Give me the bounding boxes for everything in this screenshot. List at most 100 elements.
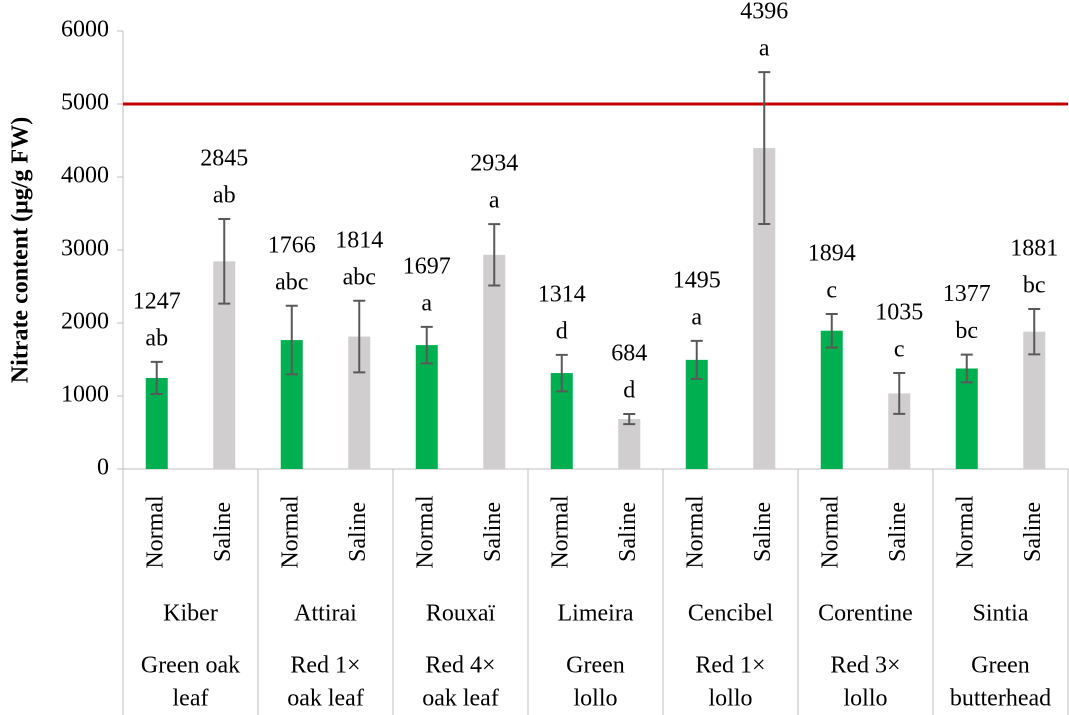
error-bar	[555, 353, 568, 393]
value-label: 1247	[133, 288, 181, 314]
series-label: Saline	[1020, 502, 1046, 562]
bar	[550, 373, 573, 469]
series-label: Saline	[750, 502, 776, 562]
letter-label: d	[623, 377, 635, 403]
y-tick-label: 5000	[61, 90, 109, 116]
bar	[753, 148, 776, 470]
value-label: 1697	[403, 253, 451, 279]
group-label: Green oak	[141, 653, 240, 679]
value-label: 1314	[538, 281, 586, 307]
letter-label: a	[489, 188, 500, 214]
value-label: 684	[611, 340, 647, 366]
bar	[685, 359, 708, 469]
letter-label: c	[826, 277, 837, 303]
error-bar	[623, 412, 636, 426]
group-label: lollo	[573, 686, 617, 712]
series-label: Normal	[412, 495, 438, 569]
category-label: Attirai	[294, 601, 357, 627]
series-label: Saline	[345, 502, 371, 562]
group-label: Green	[566, 653, 625, 679]
letter-label: c	[894, 337, 905, 363]
value-label: 1495	[673, 267, 721, 293]
value-label: 1881	[1010, 236, 1058, 262]
category-label: Cencibel	[688, 601, 774, 627]
series-label: Saline	[210, 502, 236, 562]
bar	[1023, 331, 1046, 469]
value-label: 1377	[943, 281, 991, 307]
error-bar	[420, 325, 433, 365]
error-bar	[893, 372, 906, 415]
bar	[280, 340, 303, 469]
letter-label: a	[421, 290, 432, 316]
y-tick-label: 4000	[61, 163, 109, 189]
error-bar	[353, 299, 366, 374]
category-label: Kiber	[163, 601, 218, 627]
group-label: lollo	[708, 686, 752, 712]
group-label: oak leaf	[287, 686, 364, 712]
letter-label: bc	[1023, 273, 1046, 299]
series-label: Normal	[682, 495, 708, 569]
error-bar	[285, 304, 298, 376]
bar	[145, 377, 168, 469]
y-tick-label: 2000	[61, 309, 109, 335]
y-tick-label: 0	[97, 455, 109, 481]
group-label: lollo	[843, 686, 887, 712]
letter-label: abc	[275, 269, 308, 295]
bar	[820, 330, 843, 469]
category-label: Sintia	[972, 601, 1028, 627]
value-label: 4396	[740, 0, 788, 25]
group-label: oak leaf	[422, 686, 499, 712]
series-label: Saline	[480, 502, 506, 562]
letter-label: a	[759, 36, 770, 62]
error-bar	[825, 312, 838, 349]
error-bar	[1028, 308, 1041, 356]
letter-label: ab	[145, 325, 168, 351]
letter-label: ab	[213, 182, 236, 208]
group-label: leaf	[173, 686, 209, 712]
category-label: Corentine	[818, 601, 913, 627]
group-label: Red 1×	[695, 653, 765, 679]
bar	[955, 368, 978, 469]
series-label: Normal	[277, 495, 303, 569]
series-label: Normal	[142, 495, 168, 569]
group-label: Red 3×	[830, 653, 900, 679]
group-label: Green	[971, 653, 1030, 679]
letter-label: d	[556, 318, 568, 344]
error-bar	[758, 71, 771, 226]
y-axis-label: Nitrate content (µg/g FW)	[8, 117, 34, 383]
value-label: 2845	[200, 145, 248, 171]
category-label: Rouxaï	[426, 601, 496, 627]
bar	[213, 261, 236, 469]
series-label: Saline	[615, 502, 641, 562]
y-tick-label: 1000	[61, 382, 109, 408]
value-label: 1894	[808, 240, 856, 266]
group-label: butterhead	[950, 686, 1051, 712]
value-label: 1814	[335, 227, 383, 253]
y-tick-label: 6000	[61, 17, 109, 43]
bar	[888, 393, 911, 469]
bar	[618, 419, 641, 469]
error-bar	[690, 339, 703, 380]
value-label: 1766	[268, 232, 316, 258]
group-label: Red 1×	[290, 653, 360, 679]
series-label: Normal	[952, 495, 978, 569]
value-label: 2934	[470, 151, 518, 177]
category-label: Limeira	[558, 601, 634, 627]
y-tick-label: 3000	[61, 236, 109, 262]
bar	[483, 254, 506, 469]
letter-label: a	[691, 304, 702, 330]
letter-label: abc	[343, 264, 376, 290]
series-label: Normal	[547, 495, 573, 569]
bar	[415, 345, 438, 469]
group-label: Red 4×	[425, 653, 495, 679]
series-label: Saline	[885, 502, 911, 562]
error-bar	[488, 223, 501, 287]
error-bar	[960, 353, 973, 384]
error-bar	[218, 217, 231, 305]
value-label: 1035	[875, 300, 923, 326]
error-bar	[150, 360, 163, 396]
series-label: Normal	[817, 495, 843, 569]
bar	[348, 336, 371, 469]
letter-label: bc	[955, 318, 978, 344]
